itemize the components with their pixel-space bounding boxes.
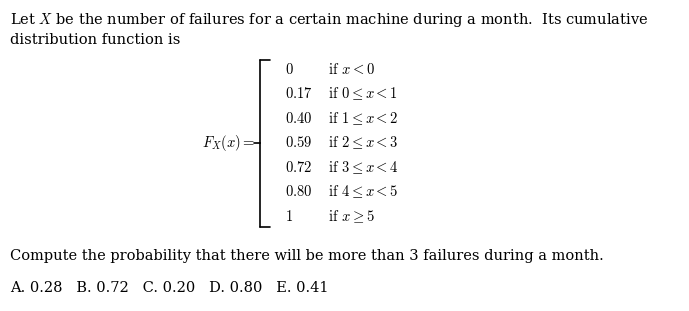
- Text: $\text{if } 4 \leq x < 5$: $\text{if } 4 \leq x < 5$: [328, 183, 398, 201]
- Text: $\text{if } 1 \leq x < 2$: $\text{if } 1 \leq x < 2$: [328, 110, 398, 127]
- Text: distribution function is: distribution function is: [10, 33, 181, 47]
- Text: $\text{if } 0 \leq x < 1$: $\text{if } 0 \leq x < 1$: [328, 86, 398, 103]
- Text: $0.80$: $0.80$: [285, 184, 312, 199]
- Text: $\text{if } x \geq 5$: $\text{if } x \geq 5$: [328, 208, 375, 225]
- Text: $\text{if } 3 \leq x < 4$: $\text{if } 3 \leq x < 4$: [328, 159, 399, 176]
- Text: Let $X$ be the number of failures for a certain machine during a month.  Its cum: Let $X$ be the number of failures for a …: [10, 11, 648, 29]
- Text: $F_X(x) = $: $F_X(x) = $: [201, 133, 255, 153]
- Text: $0.59$: $0.59$: [285, 136, 312, 151]
- Text: $0.40$: $0.40$: [285, 111, 312, 126]
- Text: $0$: $0$: [285, 62, 294, 77]
- Text: $\text{if } x < 0$: $\text{if } x < 0$: [328, 62, 375, 77]
- Text: $0.72$: $0.72$: [285, 160, 312, 175]
- Text: $1$: $1$: [285, 209, 293, 224]
- Text: A. 0.28   B. 0.72   C. 0.20   D. 0.80   E. 0.41: A. 0.28 B. 0.72 C. 0.20 D. 0.80 E. 0.41: [10, 281, 329, 295]
- Text: Compute the probability that there will be more than 3 failures during a month.: Compute the probability that there will …: [10, 249, 604, 263]
- Text: $\text{if } 2 \leq x < 3$: $\text{if } 2 \leq x < 3$: [328, 134, 398, 151]
- Text: $0.17$: $0.17$: [285, 86, 313, 101]
